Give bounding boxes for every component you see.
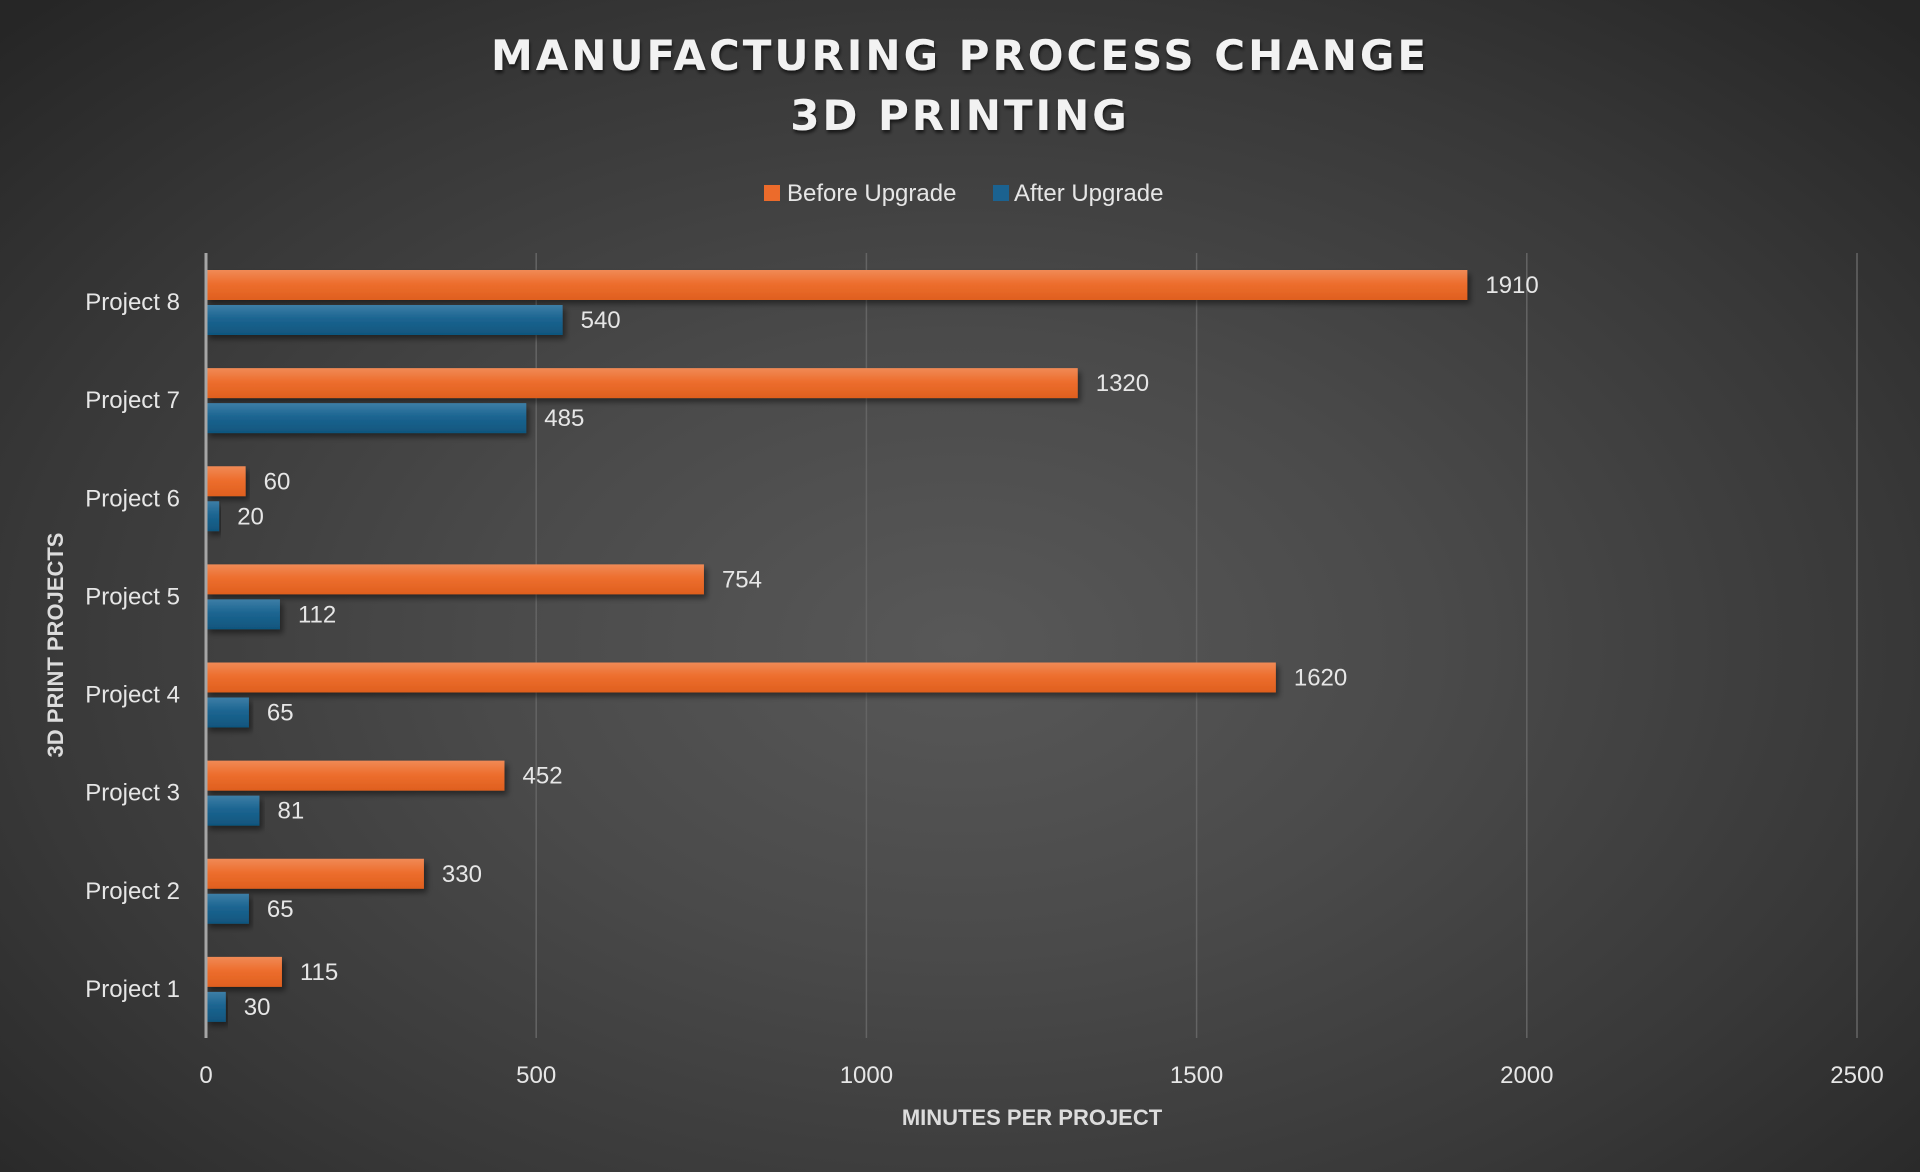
y-axis-title: 3D PRINT PROJECTS bbox=[43, 533, 68, 758]
x-tick-label: 0 bbox=[199, 1062, 212, 1089]
data-label-after-upgrade-project-6: 20 bbox=[237, 503, 264, 530]
bars bbox=[206, 270, 1468, 1022]
bar-before-upgrade-project-7 bbox=[206, 368, 1078, 399]
data-label-after-upgrade-project-8: 540 bbox=[581, 307, 621, 334]
legend-swatch-after-upgrade bbox=[993, 185, 1009, 201]
bar-after-upgrade-project-6 bbox=[206, 501, 220, 532]
x-tick-labels: 0 500 1000 1500 2000 2500 bbox=[199, 1062, 1883, 1089]
category-labels: Project 1 Project 2 Project 3 Project 4 Proj… bbox=[85, 289, 180, 1003]
category-label-project-8: Project 8 bbox=[85, 289, 180, 316]
bar-after-upgrade-project-4 bbox=[206, 697, 249, 728]
data-label-after-upgrade-project-1: 30 bbox=[244, 994, 271, 1021]
legend: Before Upgrade After Upgrade bbox=[764, 180, 1163, 207]
data-label-before-upgrade-project-4: 1620 bbox=[1294, 665, 1347, 692]
category-label-project-7: Project 7 bbox=[85, 387, 180, 414]
legend-label-after-upgrade: After Upgrade bbox=[1014, 180, 1163, 207]
x-tick-label: 1000 bbox=[840, 1062, 893, 1089]
category-label-project-6: Project 6 bbox=[85, 485, 180, 512]
chart-title-line-2: 3D PRINTING bbox=[790, 91, 1130, 140]
bar-after-upgrade-project-8 bbox=[206, 305, 563, 335]
x-tick-label: 2000 bbox=[1500, 1062, 1553, 1089]
bar-before-upgrade-project-4 bbox=[206, 662, 1276, 693]
data-label-after-upgrade-project-7: 485 bbox=[544, 405, 584, 432]
category-label-project-2: Project 2 bbox=[85, 878, 180, 905]
chart-title: MANUFACTURING PROCESS CHANGE 3D PRINTING bbox=[491, 31, 1429, 140]
bar-after-upgrade-project-1 bbox=[206, 991, 226, 1022]
x-tick-label: 2500 bbox=[1830, 1062, 1883, 1089]
legend-swatch-before-upgrade bbox=[764, 185, 780, 201]
bar-before-upgrade-project-8 bbox=[206, 270, 1468, 300]
bar-before-upgrade-project-6 bbox=[206, 466, 246, 497]
category-label-project-3: Project 3 bbox=[85, 780, 180, 807]
bar-before-upgrade-project-5 bbox=[206, 564, 704, 595]
category-label-project-1: Project 1 bbox=[85, 976, 180, 1003]
data-label-before-upgrade-project-3: 452 bbox=[523, 763, 563, 790]
data-label-after-upgrade-project-2: 65 bbox=[267, 896, 294, 923]
bar-before-upgrade-project-1 bbox=[206, 956, 282, 987]
data-label-before-upgrade-project-2: 330 bbox=[442, 861, 482, 888]
data-label-after-upgrade-project-5: 112 bbox=[298, 601, 336, 628]
data-label-before-upgrade-project-7: 1320 bbox=[1096, 370, 1149, 397]
chart-title-line-1: MANUFACTURING PROCESS CHANGE bbox=[491, 31, 1429, 80]
category-label-project-4: Project 4 bbox=[85, 682, 180, 709]
data-label-before-upgrade-project-5: 754 bbox=[722, 566, 762, 593]
data-label-before-upgrade-project-1: 115 bbox=[300, 959, 338, 986]
x-axis-title: MINUTES PER PROJECT bbox=[902, 1105, 1163, 1130]
bar-before-upgrade-project-2 bbox=[206, 858, 424, 889]
bar-after-upgrade-project-2 bbox=[206, 893, 249, 924]
bar-after-upgrade-project-3 bbox=[206, 795, 260, 826]
bar-before-upgrade-project-3 bbox=[206, 760, 505, 791]
data-label-before-upgrade-project-8: 1910 bbox=[1485, 272, 1538, 299]
x-tick-label: 500 bbox=[516, 1062, 556, 1089]
data-label-after-upgrade-project-4: 65 bbox=[267, 700, 294, 727]
legend-label-before-upgrade: Before Upgrade bbox=[787, 180, 956, 207]
category-label-project-5: Project 5 bbox=[85, 583, 180, 610]
bar-after-upgrade-project-5 bbox=[206, 599, 280, 630]
bar-after-upgrade-project-7 bbox=[206, 403, 527, 434]
data-label-before-upgrade-project-6: 60 bbox=[264, 468, 291, 495]
x-tick-label: 1500 bbox=[1170, 1062, 1223, 1089]
data-label-after-upgrade-project-3: 81 bbox=[277, 798, 304, 825]
